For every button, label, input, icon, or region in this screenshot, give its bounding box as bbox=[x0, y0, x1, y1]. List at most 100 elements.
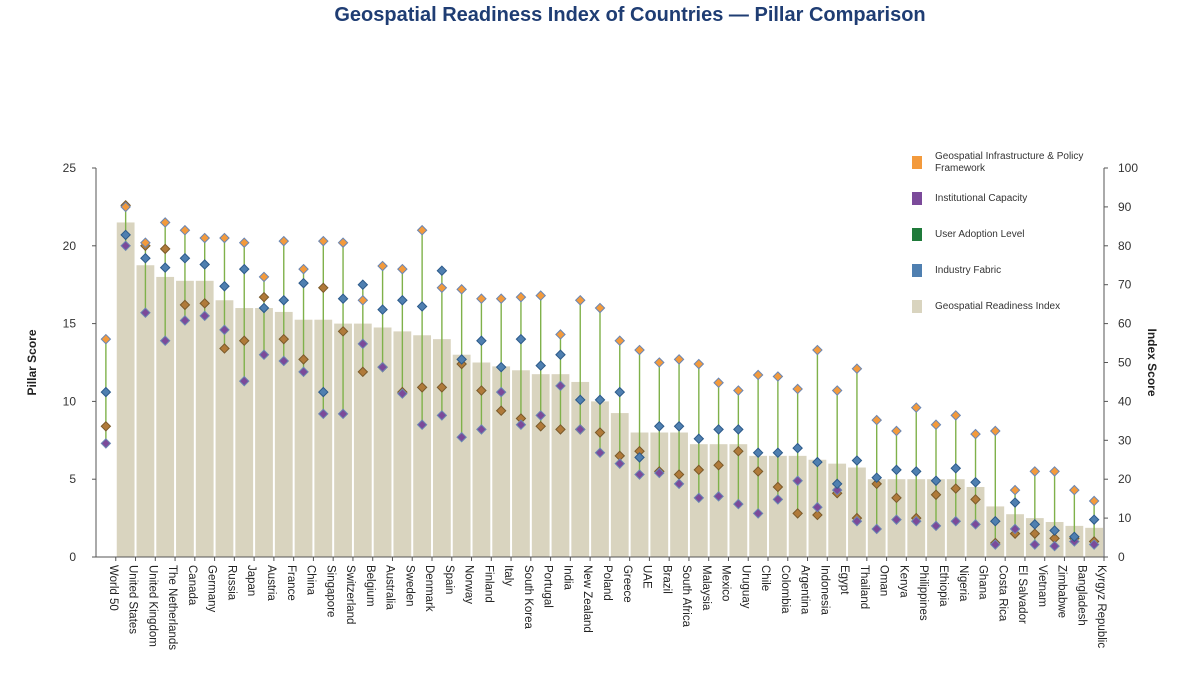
y-tick-label: 25 bbox=[63, 161, 77, 175]
pillar-marker bbox=[219, 280, 230, 292]
pillar-marker bbox=[179, 299, 191, 311]
pillar-marker bbox=[673, 354, 685, 365]
pillar-marker bbox=[871, 478, 883, 490]
pillar-marker bbox=[436, 410, 448, 421]
pillar-marker bbox=[614, 386, 626, 398]
index-bar bbox=[314, 319, 333, 557]
pillar-marker bbox=[357, 338, 369, 350]
pillar-marker bbox=[120, 240, 131, 252]
pillar-marker bbox=[100, 333, 112, 345]
x-category-label: Thailand bbox=[858, 565, 870, 609]
pillar-marker bbox=[831, 385, 843, 396]
pillar-marker bbox=[713, 424, 724, 435]
x-category-label: United States bbox=[127, 565, 139, 634]
pillar-marker bbox=[179, 224, 191, 236]
pillar-marker bbox=[851, 363, 863, 375]
pillar-marker bbox=[555, 380, 566, 392]
pillar-marker bbox=[752, 466, 764, 477]
x-category-label: Ghana bbox=[977, 565, 989, 600]
pillar-marker bbox=[476, 385, 487, 396]
pillar-marker bbox=[357, 294, 369, 306]
pillar-marker bbox=[989, 425, 1001, 437]
pillar-marker bbox=[535, 290, 547, 301]
index-bar bbox=[630, 432, 649, 557]
pillar-marker bbox=[337, 237, 349, 248]
pillar-marker bbox=[752, 447, 764, 459]
pillar-marker bbox=[614, 458, 626, 469]
pillar-marker bbox=[219, 232, 230, 244]
x-category-label: Belgium bbox=[364, 565, 376, 607]
pillar-marker bbox=[1029, 528, 1041, 539]
pillar-marker bbox=[555, 329, 566, 340]
y2-tick-label: 80 bbox=[1118, 239, 1132, 253]
index-bars bbox=[116, 222, 1104, 557]
pillar-marker bbox=[199, 259, 211, 270]
pillar-marker bbox=[594, 447, 606, 459]
index-bar bbox=[413, 335, 432, 557]
x-category-label: Zimbabwe bbox=[1056, 565, 1068, 618]
pillar-marker bbox=[199, 232, 211, 244]
x-category-label: Oman bbox=[878, 565, 890, 596]
legend-label: Geospatial Infrastructure & Policy bbox=[935, 151, 1083, 162]
pillar-marker bbox=[456, 431, 467, 443]
pillar-marker bbox=[495, 361, 507, 373]
pillar-marker bbox=[1009, 497, 1021, 508]
index-bar bbox=[353, 323, 372, 557]
legend-label: Industry Fabric bbox=[935, 265, 1001, 276]
x-category-label: World 50 bbox=[107, 565, 119, 611]
pillar-marker bbox=[120, 201, 131, 213]
pillar-marker bbox=[1009, 523, 1021, 535]
pillar-marker bbox=[792, 475, 803, 487]
pillar-marker bbox=[298, 277, 309, 289]
y2-tick-label: 90 bbox=[1118, 200, 1132, 214]
pillar-marker bbox=[871, 523, 883, 535]
pillar-marker bbox=[377, 361, 388, 373]
pillar-marker bbox=[930, 489, 942, 501]
pillar-marker bbox=[1088, 514, 1100, 525]
pillar-marker bbox=[891, 492, 902, 504]
pillar-marker bbox=[812, 509, 823, 521]
legend-label: Geospatial Readiness Index bbox=[935, 301, 1060, 312]
x-category-label: Brazil bbox=[660, 565, 672, 594]
x-category-label: Philippines bbox=[917, 565, 929, 621]
pillar-marker bbox=[278, 333, 290, 345]
pillar-marker bbox=[476, 335, 487, 347]
index-bar bbox=[452, 354, 471, 557]
pillar-marker bbox=[377, 260, 388, 272]
pillar-marker bbox=[238, 263, 250, 275]
pillar-marker bbox=[614, 335, 626, 347]
pillar-marker bbox=[199, 310, 211, 322]
pillar-marker bbox=[950, 410, 962, 421]
pillar-marker bbox=[476, 424, 487, 435]
pillar-marker bbox=[238, 375, 250, 387]
index-bar bbox=[768, 455, 787, 557]
pillar-marker bbox=[1088, 539, 1100, 550]
pillar-marker bbox=[140, 252, 151, 264]
x-category-label: Kyrgyz Republic bbox=[1095, 565, 1107, 648]
pillar-marker bbox=[1088, 495, 1100, 507]
pillar-marker bbox=[258, 349, 270, 361]
pillar-marker bbox=[851, 455, 863, 466]
legend-label: Framework bbox=[935, 163, 986, 174]
x-category-label: El Salvador bbox=[1016, 565, 1028, 624]
index-bar bbox=[373, 327, 392, 557]
pillar-marker bbox=[535, 410, 547, 421]
index-bar bbox=[235, 308, 254, 557]
index-bar bbox=[828, 463, 847, 557]
x-category-label: Russia bbox=[225, 565, 237, 601]
pillar-marker bbox=[653, 357, 665, 368]
x-category-label: Switzerland bbox=[344, 565, 356, 624]
legend-label: Institutional Capacity bbox=[935, 193, 1027, 204]
pillar-marker bbox=[1029, 466, 1041, 477]
x-category-label: Finland bbox=[482, 565, 494, 603]
pillar-marker bbox=[140, 237, 151, 248]
x-category-label: United Kingdom bbox=[146, 565, 158, 647]
x-category-label: South Africa bbox=[680, 565, 692, 628]
pillar-marker bbox=[555, 349, 566, 361]
y-tick-label: 0 bbox=[69, 550, 76, 564]
pillar-marker bbox=[515, 291, 527, 303]
x-category-label: Egypt bbox=[838, 565, 850, 595]
index-bar bbox=[255, 308, 273, 557]
pillar-marker bbox=[792, 383, 803, 395]
